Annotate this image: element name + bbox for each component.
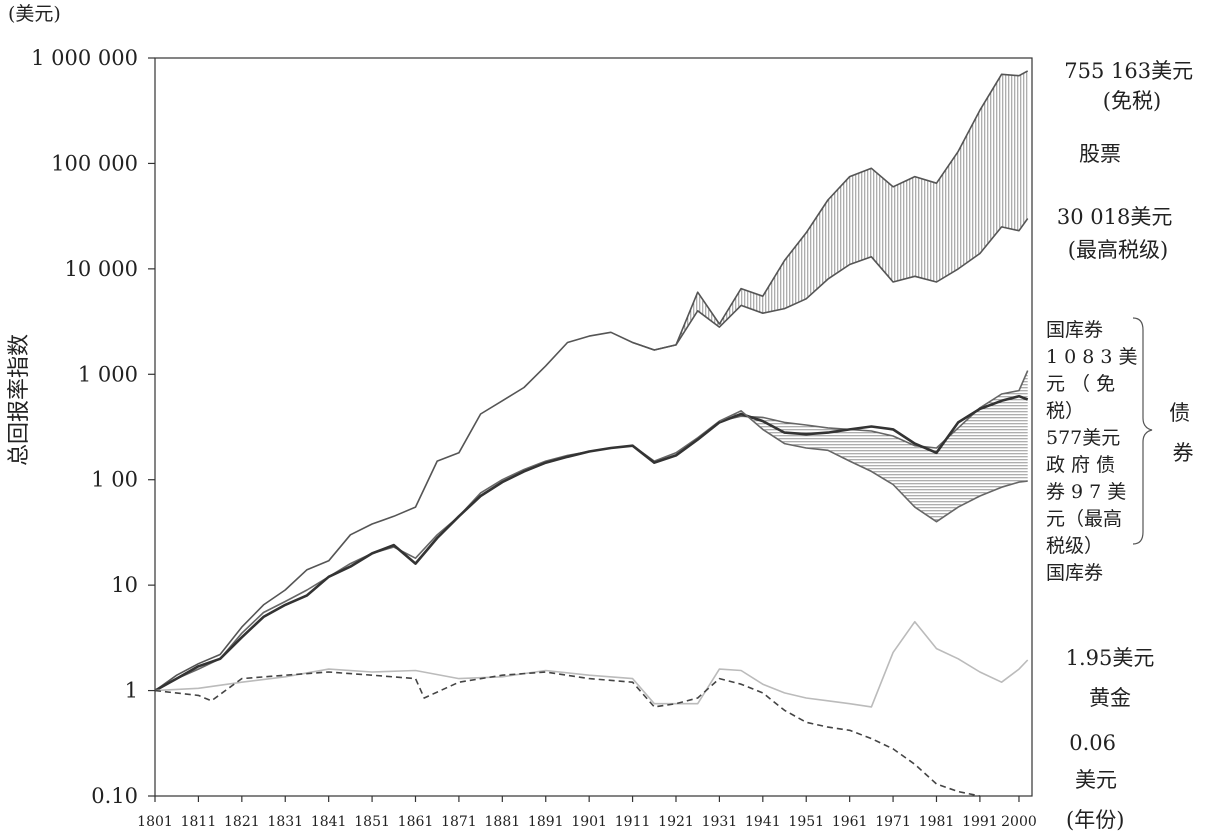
bond-annotation: 国库券 1 0 8 3 美 元 （ 免 税） 577美元 政 府 债 券 9 7… (1046, 319, 1144, 584)
x-tick-label: 1951 (788, 814, 824, 830)
stock-exempt-line-2: (免税) (1103, 89, 1161, 113)
stock-exempt-value: 755 163美元 (免税) (1064, 59, 1200, 113)
x-tick-label: 1901 (571, 814, 607, 830)
y-tick-label: 10 000 (65, 257, 138, 281)
series-line-政府债券-免税 (154, 370, 1029, 692)
series-line-0.06美元 (154, 671, 981, 797)
gold-value: 1.95美元 (1066, 646, 1155, 670)
series-line-黄金 (154, 620, 1029, 708)
x-tick-label: 1821 (224, 814, 260, 830)
shaded-bands (632, 70, 1028, 522)
stock-taxed-line-2: (最高税级) (1068, 238, 1168, 262)
y-tick-label: 1 00 (91, 468, 138, 492)
y-axis-title: 总回报率指数 (7, 334, 32, 466)
x-axis: 1801 1811 1821 1831 1841 1851 1861 1871 1881 1891… (137, 796, 1037, 830)
bond-line-2: 1 0 8 3 美 (1046, 346, 1138, 368)
bond-line-8: 元（最高 (1046, 508, 1122, 530)
x-tick-label: 1911 (615, 814, 651, 830)
y-axis: 1 000 000 100 000 10 000 1 000 1 00 10 1 0.10 (31, 46, 155, 808)
x-axis-title: (年份) (1066, 808, 1124, 832)
y-tick-label: 1 (125, 679, 138, 703)
x-tick-label: 1851 (354, 814, 390, 830)
bond-group-label: 债 券 (1169, 401, 1197, 465)
bond-line-4: 税） (1046, 400, 1084, 422)
y-tick-label: 1 000 (78, 362, 138, 386)
unit-label: (美元) (8, 3, 61, 25)
band-股票 (632, 70, 1028, 351)
bond-group-char-2: 券 (1173, 441, 1194, 465)
bond-brace (1132, 317, 1153, 545)
y-tick-label: 1 000 000 (31, 46, 138, 70)
gold-label: 黄金 (1089, 686, 1131, 710)
bond-line-7: 券 9 7 美 (1046, 481, 1126, 503)
bond-line-3: 元 （ 免 (1046, 373, 1115, 395)
bond-line-9: 税级） (1046, 535, 1103, 557)
dollar-value: 0.06 美元 (1069, 731, 1122, 792)
dollar-line-1: 0.06 (1069, 731, 1116, 755)
stock-taxed-line-1: 30 018美元 (1057, 205, 1172, 229)
x-tick-label: 1991 (962, 814, 998, 830)
x-tick-label: 1961 (832, 814, 868, 830)
x-tick-label: 1801 (137, 814, 173, 830)
x-tick-label: 1921 (658, 814, 694, 830)
band-债券 (719, 370, 1028, 522)
x-tick-label: 1881 (485, 814, 521, 830)
series-line-国库券-免税 (154, 394, 1029, 692)
x-tick-label: 1981 (919, 814, 955, 830)
stock-exempt-line-1: 755 163美元 (1064, 59, 1193, 83)
x-tick-label: 1971 (875, 814, 911, 830)
x-tick-label: 1891 (528, 814, 564, 830)
y-tick-label: 100 000 (51, 151, 138, 175)
series-line-股票-免税 (154, 70, 1029, 692)
stock-label: 股票 (1079, 142, 1121, 166)
bond-line-6: 政 府 债 (1046, 454, 1115, 476)
y-tick-label: 0.10 (91, 784, 138, 808)
x-tick-label: 1831 (267, 814, 303, 830)
x-tick-label: 1931 (702, 814, 738, 830)
dollar-line-2: 美元 (1075, 768, 1117, 792)
x-tick-label: 1841 (311, 814, 347, 830)
x-tick-label: 1811 (181, 814, 217, 830)
series-line-股票-最高税级 (632, 218, 1029, 351)
stock-taxed-value: 30 018美元 (最高税级) (1057, 205, 1179, 262)
y-tick-label: 10 (111, 573, 138, 597)
bond-line-1: 国库券 (1046, 319, 1103, 341)
x-tick-label: 1871 (441, 814, 477, 830)
x-tick-label: 1941 (745, 814, 781, 830)
bond-line-5: 577美元 (1046, 427, 1120, 449)
x-tick-label: 1861 (398, 814, 434, 830)
x-tick-label: 2000 (1001, 814, 1037, 830)
series-lines (154, 70, 1029, 797)
plot-area-frame (154, 57, 1033, 797)
series-line-政府债券-最高税级 (719, 409, 1028, 523)
bond-line-10: 国库券 (1046, 562, 1103, 584)
bond-group-char-1: 债 (1169, 401, 1190, 425)
